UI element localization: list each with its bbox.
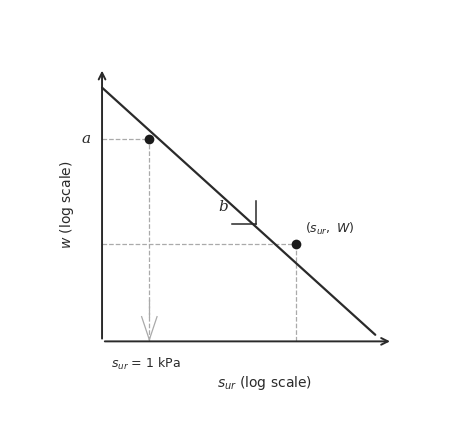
Text: $s_{ur}$ (log scale): $s_{ur}$ (log scale)	[217, 374, 312, 392]
Text: a: a	[82, 132, 91, 146]
Text: $w$ (log scale): $w$ (log scale)	[58, 160, 76, 249]
Text: b: b	[217, 200, 227, 214]
Text: $(s_{ur},\ W)$: $(s_{ur},\ W)$	[304, 221, 354, 238]
Text: $s_{ur}$ = 1 kPa: $s_{ur}$ = 1 kPa	[111, 356, 180, 372]
